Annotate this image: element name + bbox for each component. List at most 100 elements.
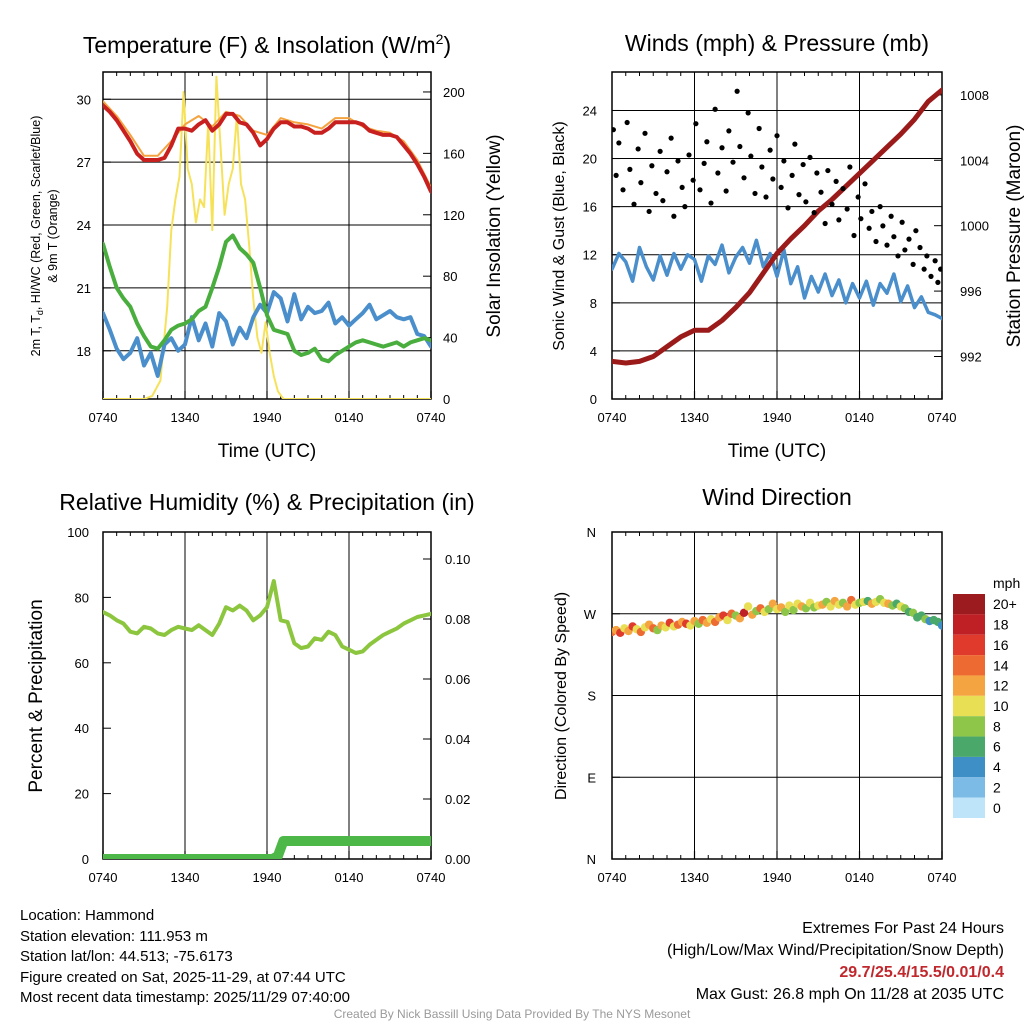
wind-gust-point	[888, 213, 894, 219]
rh-xtick-label: 0140	[335, 870, 364, 885]
wind-y2label: Station Pressure (Maroon)	[1004, 125, 1024, 348]
credit-text: Created By Nick Bassill Using Data Provi…	[333, 1007, 691, 1021]
wind-gust-point	[616, 140, 622, 146]
wind-gust-point	[668, 135, 674, 141]
temp-ytick-label: 27	[77, 155, 91, 170]
temp-series-red	[103, 103, 431, 194]
rh-ytick-label: 60	[75, 656, 89, 671]
temp-ytick-label: 24	[77, 218, 91, 233]
wind-gust-point	[690, 177, 696, 183]
wind-gust-point	[928, 273, 934, 279]
temp-ylabel-end: , HI/WC (Red, Green, Scarlet/Blue)	[29, 116, 43, 311]
wdir-ytick-label: N	[587, 852, 596, 867]
wind-gust-point	[704, 139, 710, 145]
wind-gust-point	[917, 244, 923, 251]
rh-ytick-label: 20	[75, 787, 89, 802]
wind-gust-point	[921, 266, 927, 272]
created-text: Figure created on Sat, 2025-11-29, at 07…	[20, 968, 346, 986]
wind-gust-point	[796, 192, 802, 198]
wind-gust-point	[818, 189, 824, 195]
wind-xtick-label: 1340	[680, 410, 709, 425]
wind-gust-point	[697, 187, 703, 193]
wdir-xtick-label: 0740	[598, 870, 627, 885]
temp-ytick-label: 18	[77, 344, 91, 359]
wind-title: Winds (mph) & Pressure (mb)	[625, 30, 929, 56]
temp-y2tick-label: 160	[443, 146, 465, 161]
wind-gust-point	[649, 163, 655, 169]
wind-gust-point	[635, 146, 641, 152]
wind-gust-point	[693, 121, 699, 127]
wdir-point	[781, 607, 790, 617]
wind-y2tick-label: 996	[960, 284, 982, 299]
temp-y2label: Solar Insolation (Yellow)	[484, 134, 505, 337]
wind-gust-point	[884, 242, 890, 248]
colorbar-swatch	[953, 797, 985, 818]
colorbar-swatch	[953, 634, 985, 656]
wind-gust-point	[675, 158, 681, 164]
temp-ytick-label: 30	[77, 92, 91, 107]
wind-xtick-label: 0740	[928, 410, 957, 425]
wind-gust-point	[895, 253, 901, 259]
wind-gust-point	[748, 153, 754, 159]
temp-xtick-label: 1940	[253, 410, 282, 425]
wdir-ytick-label: W	[584, 607, 597, 622]
wind-gust-point	[759, 164, 765, 170]
colorbar-label: 16	[993, 637, 1009, 653]
wind-gust-point	[910, 261, 916, 267]
wind-gust-point	[781, 158, 787, 164]
rh-y2tick-label: 0.10	[445, 552, 470, 567]
wind-gust-point	[642, 130, 648, 136]
wind-gust-point	[814, 170, 820, 176]
rh-ytick-label: 40	[75, 721, 89, 736]
wind-gust-point	[840, 186, 846, 192]
wind-ytick-label: 0	[590, 392, 597, 407]
wind-ytick-label: 24	[583, 103, 597, 118]
wind-gust-point	[756, 125, 762, 132]
wdir-point	[789, 605, 798, 615]
wind-gust-point	[873, 238, 879, 245]
temp-xtick-label: 0740	[89, 410, 118, 425]
colorbar-label: 2	[993, 779, 1001, 795]
temp-y2tick-label: 120	[443, 208, 465, 223]
wind-gust-point	[913, 228, 919, 234]
colorbar-label: 14	[993, 657, 1009, 673]
wind-gust-point	[638, 180, 644, 186]
wind-gust-point	[847, 164, 853, 170]
wind-gust-point	[800, 161, 806, 168]
wind-gust-point	[730, 159, 736, 165]
wind-gust-point	[829, 201, 835, 207]
wind-gust-point	[624, 119, 630, 126]
wind-gust-point	[932, 258, 938, 264]
wind-gust-point	[891, 234, 897, 240]
colorbar-label: 0	[993, 800, 1001, 816]
temp-series-orange	[103, 100, 431, 189]
wind-gust-point	[631, 201, 637, 207]
colorbar-swatch	[953, 594, 985, 615]
wind-xtick-label: 1940	[763, 410, 792, 425]
rh-xtick-label: 1940	[253, 870, 282, 885]
wdir-xtick-label: 1340	[680, 870, 709, 885]
wind-gust-point	[803, 199, 809, 205]
wind-series-sonic	[612, 238, 942, 321]
wdir-ytick-label: S	[587, 689, 596, 704]
wind-gust-point	[715, 170, 721, 176]
extremes-panel: Extremes For Past 24 Hours (High/Low/Max…	[667, 918, 1004, 1006]
extremes-subtitle: (High/Low/Max Wind/Precipitation/Snow De…	[666, 942, 1004, 959]
wind-xlabel: Time (UTC)	[728, 441, 827, 462]
wind-gust-point	[620, 187, 626, 193]
wind-ytick-label: 16	[583, 200, 597, 215]
wind-gust-point	[708, 200, 714, 206]
temp-y2tick-label: 0	[443, 392, 450, 407]
wdir-ytick-label: E	[587, 770, 596, 785]
wind-y2tick-label: 1004	[960, 153, 989, 168]
temp-title-end: )	[443, 32, 451, 58]
wind-gust-point	[745, 110, 751, 116]
colorbar-label: 4	[993, 759, 1001, 775]
temp-xtick-label: 0740	[417, 410, 446, 425]
wind-gust-point	[869, 208, 875, 215]
rh-series-precip	[103, 836, 431, 859]
wind-gust-point	[792, 141, 798, 147]
wdir-point	[723, 615, 732, 625]
wdir-xtick-label: 0140	[845, 870, 874, 885]
